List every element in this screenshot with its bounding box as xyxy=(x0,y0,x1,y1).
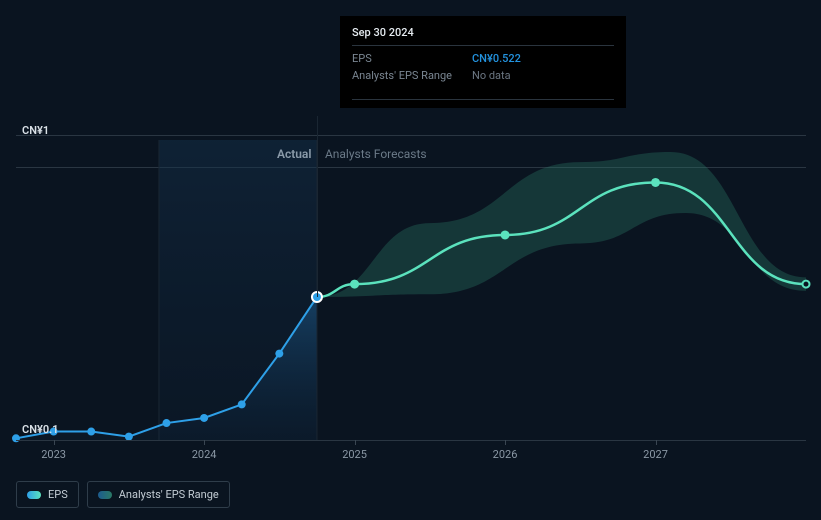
legend: EPS Analysts' EPS Range xyxy=(16,481,230,508)
tooltip-row-eps: EPS CN¥0.522 xyxy=(352,50,614,67)
legend-label: Analysts' EPS Range xyxy=(119,488,219,501)
legend-label: EPS xyxy=(48,488,68,501)
chart-area: CN¥1 Actual Analysts Forecasts CN¥0.1 xyxy=(16,125,806,440)
tooltip-date: Sep 30 2024 xyxy=(352,26,614,46)
x-tick-label: 2026 xyxy=(493,448,518,461)
x-tick-mark xyxy=(54,440,55,445)
x-tick-mark xyxy=(355,440,356,445)
legend-swatch-eps xyxy=(27,491,41,499)
x-tick-mark xyxy=(656,440,657,445)
tooltip-key: Analysts' EPS Range xyxy=(352,69,472,82)
legend-swatch-range xyxy=(98,491,112,499)
tooltip-key: EPS xyxy=(352,52,472,65)
legend-item-range[interactable]: Analysts' EPS Range xyxy=(87,481,230,508)
tooltip-divider xyxy=(352,99,614,100)
tooltip-row-range: Analysts' EPS Range No data xyxy=(352,67,614,84)
x-tick-label: 2023 xyxy=(41,448,66,461)
y-axis-bottom-gridline xyxy=(16,440,806,441)
tooltip-value-na: No data xyxy=(472,69,511,82)
tooltip-value-eps: CN¥0.522 xyxy=(472,52,521,65)
tooltip-indicator-line xyxy=(317,116,318,297)
y-axis-bottom-label: CN¥0.1 xyxy=(22,423,59,436)
x-tick-label: 2027 xyxy=(643,448,668,461)
x-tick-label: 2024 xyxy=(192,448,217,461)
chart-svg[interactable] xyxy=(16,125,806,445)
x-tick-mark xyxy=(505,440,506,445)
tooltip: Sep 30 2024 EPS CN¥0.522 Analysts' EPS R… xyxy=(340,16,626,108)
legend-item-eps[interactable]: EPS xyxy=(16,481,79,508)
x-tick-label: 2025 xyxy=(342,448,367,461)
x-tick-mark xyxy=(204,440,205,445)
x-axis: 2023 2024 2025 2026 2027 xyxy=(16,448,806,462)
